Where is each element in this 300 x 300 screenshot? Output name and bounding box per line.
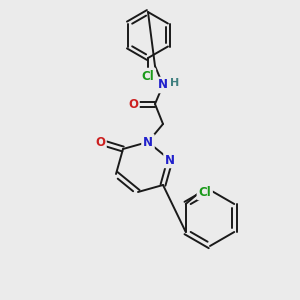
Text: O: O	[95, 136, 105, 148]
Text: N: N	[165, 154, 175, 166]
Text: O: O	[128, 98, 138, 110]
Text: N: N	[158, 79, 168, 92]
Text: N: N	[143, 136, 153, 148]
Text: Cl: Cl	[142, 70, 154, 83]
Text: Cl: Cl	[198, 185, 211, 199]
Text: H: H	[170, 78, 180, 88]
